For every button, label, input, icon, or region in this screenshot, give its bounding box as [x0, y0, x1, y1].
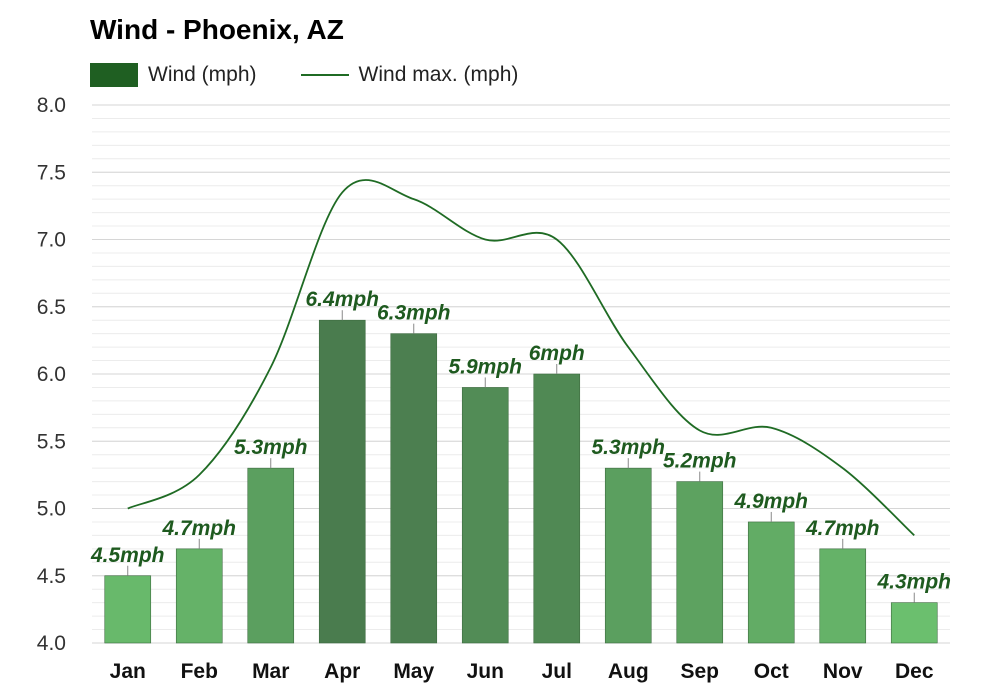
y-tick-label: 7.0 — [37, 229, 66, 252]
legend-bar-swatch — [90, 63, 138, 87]
data-label: 4.7mph — [161, 517, 236, 540]
data-label: 5.9mph — [448, 355, 522, 378]
y-tick-label: 4.0 — [37, 632, 66, 655]
chart-title: Wind - Phoenix, AZ — [90, 14, 344, 45]
y-tick-label: 7.5 — [37, 161, 66, 184]
bar — [247, 467, 295, 644]
bar — [390, 333, 438, 644]
data-label: 4.9mph — [733, 490, 808, 513]
x-tick-label: Oct — [754, 660, 789, 683]
data-label: 6mph — [529, 342, 585, 365]
data-label: 5.3mph — [591, 436, 665, 459]
y-tick-label: 6.5 — [37, 296, 66, 319]
bar — [747, 521, 795, 644]
data-label: 5.3mph — [234, 436, 308, 459]
y-tick-label: 5.5 — [37, 430, 66, 453]
data-label: 6.4mph — [305, 288, 379, 311]
legend: Wind (mph) Wind max. (mph) — [90, 60, 518, 90]
data-label: 4.3mph — [876, 571, 951, 594]
x-tick-label: Jul — [542, 660, 572, 683]
bar — [318, 319, 366, 644]
y-tick-label: 5.0 — [37, 498, 66, 521]
data-label: 4.5mph — [90, 544, 165, 567]
x-tick-label: Jan — [110, 660, 146, 683]
legend-line-swatch — [300, 74, 349, 76]
x-tick-label: May — [393, 660, 434, 683]
data-label: 6.3mph — [377, 302, 451, 325]
x-tick-label: Aug — [608, 660, 649, 683]
x-tick-label: Mar — [252, 660, 289, 683]
y-tick-label: 8.0 — [37, 94, 66, 117]
y-tick-label: 4.5 — [37, 565, 66, 588]
bar — [890, 602, 938, 644]
legend-line-label: Wind max. (mph) — [358, 63, 519, 86]
bar — [604, 467, 652, 644]
bar — [175, 548, 223, 644]
x-tick-label: Feb — [181, 660, 218, 683]
wind-max-line — [127, 179, 915, 537]
data-label: 4.7mph — [805, 517, 880, 540]
bar — [461, 387, 509, 644]
legend-bar-label: Wind (mph) — [148, 63, 257, 86]
bar — [104, 575, 152, 644]
bar — [676, 481, 724, 644]
x-tick-label: Jun — [467, 660, 504, 683]
x-tick-label: Dec — [895, 660, 934, 683]
y-tick-label: 6.0 — [37, 363, 66, 386]
x-tick-label: Sep — [680, 660, 719, 683]
data-label: 5.2mph — [663, 450, 737, 473]
bar — [533, 373, 581, 644]
bar — [819, 548, 867, 644]
x-tick-label: Apr — [324, 660, 360, 683]
x-tick-label: Nov — [823, 660, 863, 683]
